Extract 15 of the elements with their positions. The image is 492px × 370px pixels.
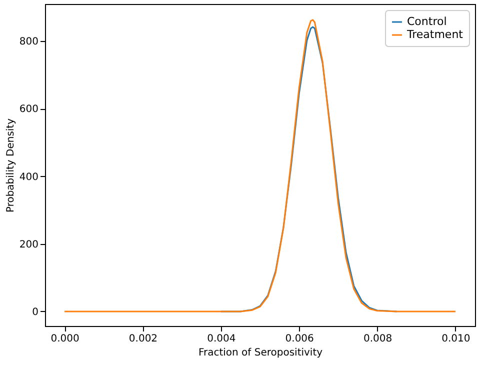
x-tick-label: 0.010	[442, 334, 470, 344]
y-tick-label: 400	[19, 172, 38, 183]
x-tick-label: 0.006	[285, 334, 314, 344]
legend-label: Treatment	[406, 28, 464, 41]
legend-label: Control	[407, 15, 447, 28]
y-tick-label: 200	[19, 239, 38, 250]
y-tick-label: 800	[19, 36, 38, 48]
y-tick-label: 600	[19, 104, 38, 116]
x-axis-title: Fraction of Seropositivity	[198, 348, 323, 358]
x-tick-label: 0.002	[128, 334, 158, 344]
x-tick-label: 0.008	[363, 334, 392, 344]
y-tick-label: 0	[32, 306, 38, 318]
x-tick-label: 0.000	[50, 334, 80, 344]
y-axis-title: Probability Density	[5, 118, 16, 213]
x-tick-label: 0.004	[207, 334, 236, 344]
